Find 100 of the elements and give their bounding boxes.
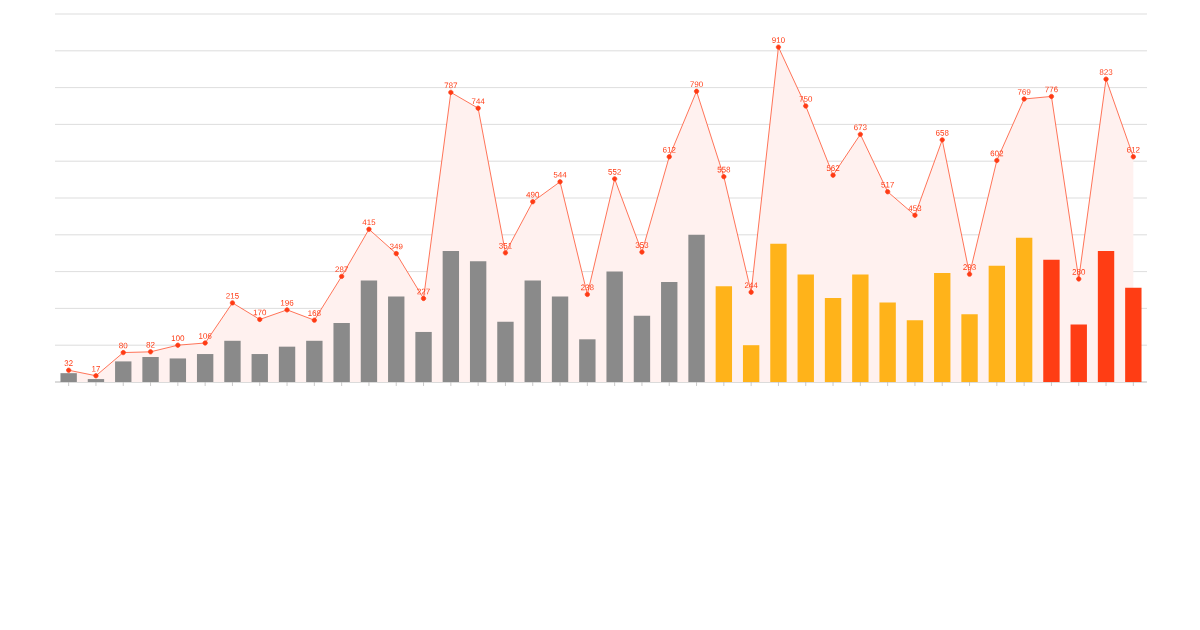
data-label: 769 bbox=[1017, 89, 1031, 95]
data-label: 168 bbox=[308, 310, 321, 316]
data-label: 17 bbox=[92, 366, 100, 372]
bar bbox=[278, 346, 296, 382]
data-label: 415 bbox=[362, 219, 376, 226]
bar bbox=[879, 302, 896, 382]
point bbox=[393, 251, 399, 257]
point bbox=[66, 367, 72, 373]
data-label: 823 bbox=[1099, 69, 1113, 75]
data-label: 658 bbox=[935, 129, 949, 136]
point bbox=[448, 89, 454, 95]
point bbox=[202, 340, 208, 346]
bar bbox=[169, 358, 187, 382]
point bbox=[939, 137, 945, 143]
bar bbox=[415, 331, 432, 382]
data-label: 349 bbox=[389, 243, 403, 250]
point bbox=[830, 172, 836, 178]
point bbox=[666, 154, 672, 160]
point bbox=[339, 273, 345, 279]
bar bbox=[1043, 259, 1060, 382]
point bbox=[475, 105, 481, 111]
point bbox=[148, 349, 154, 355]
data-label: 602 bbox=[990, 150, 1004, 157]
point bbox=[885, 189, 891, 195]
point bbox=[557, 179, 563, 185]
bar bbox=[333, 323, 350, 382]
bar bbox=[469, 261, 487, 382]
data-label: 490 bbox=[526, 191, 540, 198]
point bbox=[748, 289, 754, 295]
data-label: 612 bbox=[662, 146, 676, 153]
data-label: 170 bbox=[253, 309, 267, 316]
data-label: 910 bbox=[772, 37, 785, 43]
bar bbox=[360, 280, 378, 382]
bar bbox=[1125, 287, 1142, 382]
data-label: 287 bbox=[335, 266, 348, 273]
point bbox=[966, 271, 973, 277]
bar bbox=[715, 286, 733, 382]
data-label: 612 bbox=[1127, 146, 1140, 153]
bar bbox=[1097, 250, 1115, 382]
point bbox=[639, 249, 645, 255]
point bbox=[502, 250, 508, 256]
bar bbox=[306, 340, 323, 382]
bar bbox=[87, 379, 105, 382]
point bbox=[311, 317, 317, 323]
point bbox=[257, 316, 263, 322]
point bbox=[803, 103, 809, 109]
bar bbox=[934, 273, 951, 382]
bar bbox=[852, 274, 869, 382]
data-label: 790 bbox=[690, 81, 703, 88]
bar bbox=[824, 298, 842, 382]
bar bbox=[196, 354, 214, 382]
bar bbox=[988, 265, 1006, 382]
bar bbox=[579, 339, 596, 382]
bar bbox=[906, 320, 924, 382]
data-label: 80 bbox=[119, 342, 128, 349]
point bbox=[584, 291, 590, 297]
bar bbox=[497, 321, 514, 382]
data-label: 776 bbox=[1045, 86, 1058, 93]
bar bbox=[961, 314, 978, 382]
bar bbox=[688, 234, 705, 382]
data-label: 196 bbox=[280, 300, 294, 306]
point bbox=[366, 226, 372, 232]
data-label: 82 bbox=[146, 341, 155, 348]
point bbox=[612, 176, 618, 182]
data-label: 32 bbox=[64, 360, 73, 367]
point bbox=[1021, 96, 1027, 102]
bar bbox=[115, 361, 132, 382]
data-label: 517 bbox=[881, 181, 894, 188]
point bbox=[284, 307, 290, 313]
data-label: 353 bbox=[635, 242, 649, 248]
bar bbox=[388, 296, 405, 382]
bar bbox=[251, 354, 268, 382]
bar bbox=[1070, 324, 1087, 382]
bar bbox=[633, 315, 651, 382]
data-label: 244 bbox=[744, 282, 758, 289]
point bbox=[1076, 276, 1082, 282]
data-label: 787 bbox=[444, 82, 458, 89]
data-label: 750 bbox=[799, 96, 813, 102]
bar bbox=[1015, 237, 1033, 382]
data-label: 238 bbox=[581, 284, 594, 291]
data-label: 106 bbox=[199, 333, 212, 339]
point bbox=[857, 131, 863, 137]
data-label: 558 bbox=[717, 166, 731, 173]
data-label: 293 bbox=[963, 264, 976, 270]
point bbox=[994, 157, 1000, 164]
bar bbox=[797, 274, 814, 382]
point bbox=[775, 44, 781, 50]
point bbox=[229, 300, 235, 306]
bar bbox=[770, 243, 787, 382]
point bbox=[93, 373, 99, 379]
point bbox=[721, 174, 727, 180]
data-label: 100 bbox=[171, 335, 185, 341]
bar bbox=[524, 280, 541, 382]
bar bbox=[661, 281, 678, 382]
data-label: 673 bbox=[854, 124, 867, 131]
data-label: 453 bbox=[908, 205, 922, 212]
point bbox=[421, 295, 427, 302]
data-label: 215 bbox=[226, 293, 239, 299]
point bbox=[1103, 76, 1109, 82]
point bbox=[1048, 93, 1054, 99]
